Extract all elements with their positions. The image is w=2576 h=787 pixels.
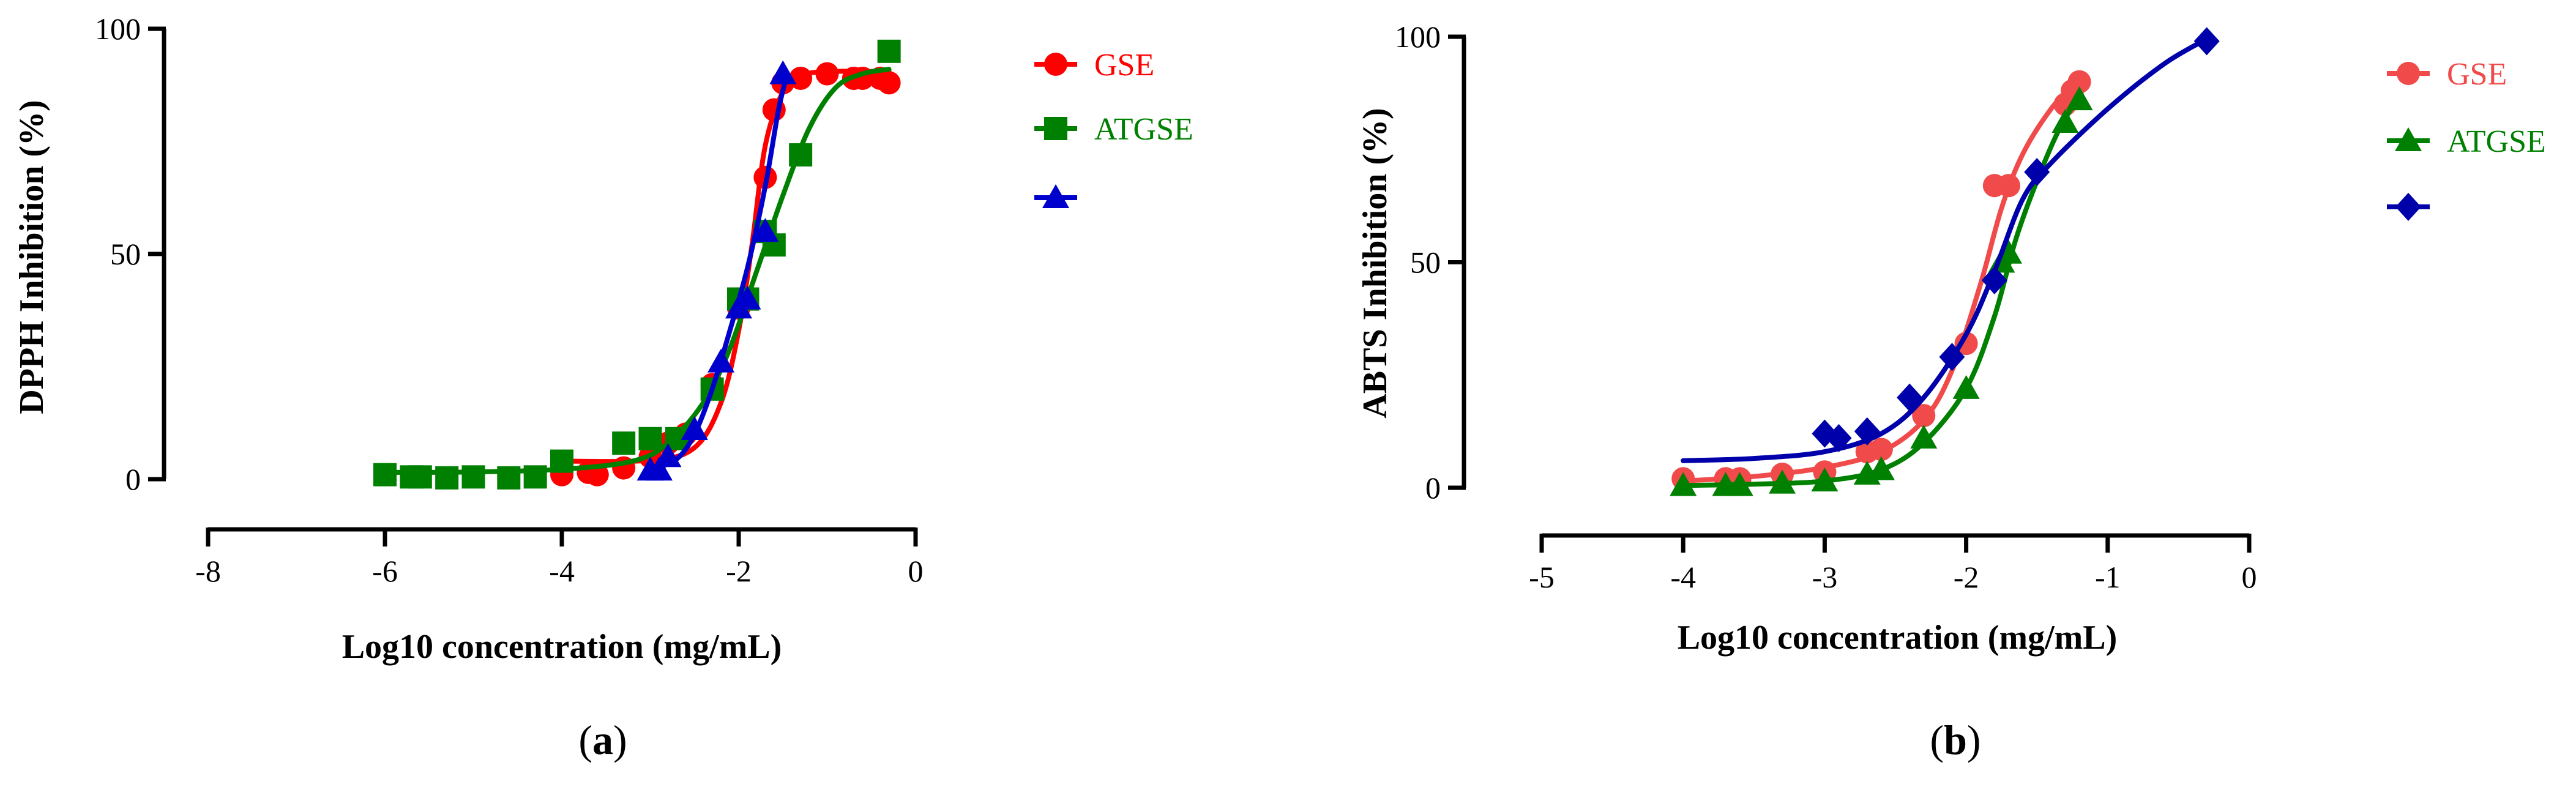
y-tick-label: 50 (1410, 245, 1441, 280)
data-point-series-1 (1996, 174, 2020, 198)
legend-label-series-2: ATGSE (1094, 112, 1193, 147)
data-point-series-2 (1910, 424, 1938, 449)
data-point-series-3 (1981, 266, 2007, 294)
data-point-series-2 (1867, 456, 1895, 480)
data-point-series-2 (1811, 467, 1839, 491)
x-tick-label: -3 (1812, 560, 1838, 594)
legend-marker-series-1 (1044, 53, 1067, 76)
y-axis-label: DPPH Inhibition (%) (13, 100, 51, 414)
data-point-series-3 (654, 443, 682, 468)
panel-caption: (a) (578, 717, 627, 763)
x-tick-label: -6 (372, 554, 398, 588)
legend-marker-series-3 (2395, 193, 2421, 221)
fit-curve-series-2 (1681, 92, 2082, 488)
x-axis-label: Log10 concentration (mg/mL) (342, 628, 782, 666)
data-point-series-3 (681, 416, 708, 441)
legend-marker-series-3 (1042, 184, 1069, 208)
data-point-series-3 (734, 285, 761, 310)
data-point-series-2 (612, 431, 636, 455)
x-tick-label: 0 (908, 554, 924, 588)
data-point-series-2 (373, 463, 397, 487)
data-point-series-1 (1869, 438, 1893, 461)
data-point-series-1 (1912, 404, 1936, 428)
x-tick-label: -4 (549, 554, 575, 588)
y-tick-label: 50 (110, 237, 141, 271)
data-point-series-2 (435, 466, 459, 490)
x-tick-label: 0 (2242, 560, 2257, 594)
chart-panel-b: 0 50 100 -5 -4 -3 -2 -1 0 Log10 concentration (mg… (1356, 20, 2546, 763)
data-point-series-3 (1826, 423, 1852, 452)
data-point-series-2 (638, 427, 662, 450)
x-tick-label: -2 (1954, 560, 1979, 594)
legend-label-series-1: GSE (2447, 57, 2507, 92)
x-axis-label: Log10 concentration (mg/mL) (1678, 619, 2118, 657)
data-point-series-2 (461, 465, 485, 489)
data-point-series-1 (877, 71, 901, 95)
data-point-series-2 (497, 466, 521, 490)
legend-marker-series-2 (1044, 117, 1067, 140)
x-tick-label: -5 (1529, 560, 1555, 594)
x-tick-label: -4 (1670, 560, 1696, 594)
fit-curve-series-2 (383, 67, 892, 475)
data-point-series-3 (645, 457, 673, 481)
data-point-series-2 (1726, 472, 1753, 496)
x-tick-label: -8 (195, 554, 221, 588)
chart-panel-a: 0 50 100 -8 -6 -4 -2 0 Log10 concentration (mg/m… (13, 12, 1193, 763)
fit-curve-series-1 (1681, 75, 2082, 483)
data-point-series-3 (769, 60, 797, 84)
y-tick-label: 100 (1395, 20, 1441, 54)
data-point-series-2 (1952, 375, 1980, 399)
legend-marker-series-1 (2397, 62, 2420, 85)
data-point-series-2 (550, 449, 573, 473)
data-point-series-3 (1854, 417, 1880, 446)
data-point-series-1 (2067, 70, 2091, 94)
x-tick-label: -1 (2095, 560, 2121, 594)
x-tick-label: -2 (726, 554, 752, 588)
y-axis-label: ABTS Inhibition (%) (1356, 108, 1394, 418)
data-point-series-2 (1769, 469, 1796, 494)
y-tick-label: 0 (1425, 471, 1441, 505)
data-point-series-3 (2024, 158, 2050, 187)
data-point-series-3 (1897, 383, 1923, 412)
data-point-series-3 (752, 218, 779, 242)
panel-caption: (b) (1930, 717, 1981, 763)
data-point-series-2 (877, 39, 901, 63)
data-point-series-2 (1670, 472, 1697, 496)
data-point-series-2 (2066, 86, 2093, 111)
legend-label-series-1: GSE (1094, 48, 1154, 83)
y-tick-label: 100 (95, 12, 141, 46)
y-tick-label: 0 (125, 462, 141, 496)
legend-label-series-2: ATGSE (2447, 124, 2546, 159)
data-point-series-1 (815, 62, 839, 86)
data-point-series-2 (408, 465, 432, 489)
fit-curve-series-3 (1681, 36, 2209, 463)
data-point-series-2 (2051, 109, 2079, 133)
data-point-series-3 (2193, 27, 2220, 56)
fit-curve-series-1 (559, 69, 892, 464)
data-point-series-2 (789, 143, 813, 167)
data-point-series-2 (523, 465, 547, 489)
data-point-series-3 (707, 348, 735, 373)
legend-marker-series-2 (2395, 127, 2422, 151)
data-point-series-3 (1939, 343, 1965, 371)
